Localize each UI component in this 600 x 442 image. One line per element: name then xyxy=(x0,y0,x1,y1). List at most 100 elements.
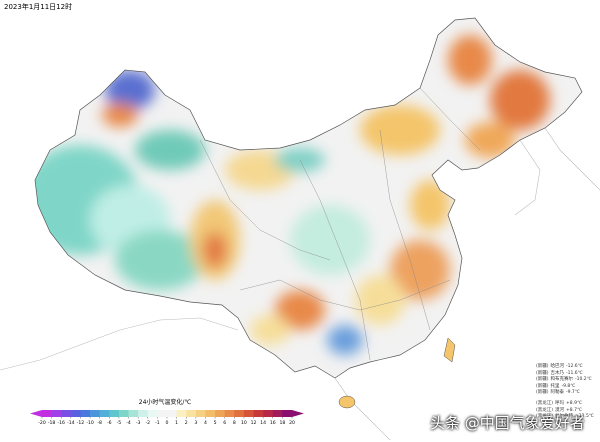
station-row: (新疆) 哈巴河 -12.6℃ xyxy=(536,364,596,371)
colorbar-tick-label: 20 xyxy=(289,420,295,426)
colorbar-segment xyxy=(157,410,168,417)
colorbar-segment xyxy=(215,410,225,417)
colorbar-tick-label: 8 xyxy=(233,420,236,426)
station-name: 漠河 xyxy=(555,407,565,413)
colorbar-tick-label: -4 xyxy=(126,420,131,426)
station-region: (黑龙江) xyxy=(536,414,554,420)
colorbar: -20 -18 -16 -14 -12 -10 -8 -6 -5 -4 -3 -2 -1 0 1 2 3 4 5 6 8… xyxy=(30,410,304,426)
colorbar-segment xyxy=(90,410,100,417)
station-row: (黑龙江) 漠河 +8.7℃ xyxy=(536,408,596,415)
station-row: (黑龙江) 呼玛 +8.9℃ xyxy=(536,401,596,408)
colorbar-segment xyxy=(138,410,149,417)
station-list: (新疆) 哈巴河 -12.6℃ (新疆) 吉木乃 -11.6℃ (新疆) 和布克赛尔 -10.2… xyxy=(536,364,596,425)
station-value: -11.6℃ xyxy=(566,370,583,376)
colorbar-segment xyxy=(243,410,254,417)
station-region: (新疆) xyxy=(536,364,549,369)
station-row: (新疆) 吉木乃 -11.6℃ xyxy=(536,371,596,378)
colorbar-arrow xyxy=(292,410,304,417)
colorbar-segment xyxy=(195,410,206,417)
colorbar-tick-label: -10 xyxy=(86,420,94,426)
colorbar-tick-label: -3 xyxy=(136,420,141,426)
station-row: (新疆) 阿勒泰 -9.7℃ xyxy=(536,390,596,397)
station-value: +8.7℃ xyxy=(566,407,582,413)
map-title: 2023年1月11日12时 xyxy=(4,3,73,11)
colorbar-tick-label: 0 xyxy=(166,420,169,426)
station-name: 阿勒泰 xyxy=(550,390,565,396)
watermark: 头条 @中国气象爱好者 xyxy=(430,414,585,432)
station-region: (黑龙江) xyxy=(536,400,554,406)
station-region: (新疆) xyxy=(536,377,549,383)
colorbar-tick-label: -2 xyxy=(145,420,150,426)
station-row: (新疆) 和布克赛尔 -10.2℃ xyxy=(536,377,596,384)
colorbar-segment xyxy=(80,410,91,417)
station-value: +12.5℃ xyxy=(575,414,594,420)
colorbar-segment xyxy=(253,410,264,417)
colorbar-tick-label: 6 xyxy=(223,420,226,426)
neighbor-outlines xyxy=(0,127,600,441)
colorbar-segment xyxy=(263,410,274,417)
colorbar-tick-label: -20 xyxy=(38,420,46,426)
colorbar-segment xyxy=(70,410,81,417)
station-region: (新疆) xyxy=(536,383,549,389)
station-region: (新疆) xyxy=(536,370,549,376)
colorbar-tick-label: 2 xyxy=(185,420,188,426)
station-name: 托里 xyxy=(550,383,560,389)
station-value: -12.6℃ xyxy=(566,364,583,369)
colorbar-segment xyxy=(42,410,52,417)
colorbar-tick-label: 5 xyxy=(214,420,217,426)
colorbar-tick-label: 18 xyxy=(279,420,285,426)
colorbar-segment xyxy=(205,410,216,417)
colorbar-segment xyxy=(234,410,245,417)
country-border xyxy=(34,17,583,379)
colorbar-tick-label: -18 xyxy=(48,420,56,426)
colorbar-segment xyxy=(186,410,197,417)
taiwan xyxy=(443,337,456,363)
colorbar-segment xyxy=(147,410,158,417)
colorbar-segment xyxy=(176,410,187,417)
station-value: -10.2℃ xyxy=(575,377,592,383)
colorbar-segment xyxy=(282,410,293,417)
station-group: (黑龙江) 呼玛 +8.9℃ (黑龙江) 漠河 +8.7℃ (黑龙江) 杜尔伯特 +12.5℃ xyxy=(536,401,596,421)
station-value: -9.7℃ xyxy=(566,390,580,396)
station-name: 和布克赛尔 xyxy=(550,377,574,383)
colorbar-segment xyxy=(167,410,177,417)
hainan xyxy=(338,395,356,409)
colorbar-tick-label: 4 xyxy=(204,420,207,426)
colorbar-tick-label: -16 xyxy=(57,420,65,426)
station-row: (黑龙江) 杜尔伯特 +12.5℃ xyxy=(536,414,596,421)
colorbar-tick-label: -12 xyxy=(77,420,85,426)
colorbar-tick-label: 1 xyxy=(175,420,178,426)
colorbar-segment xyxy=(224,410,235,417)
station-region: (新疆) xyxy=(536,390,549,396)
colorbar-tick-label: 3 xyxy=(194,420,197,426)
station-name: 杜尔伯特 xyxy=(555,414,574,420)
colorbar-tick-label: 14 xyxy=(260,420,266,426)
colorbar-segment xyxy=(61,410,72,417)
station-name: 哈巴河 xyxy=(550,364,565,369)
colorbar-segment xyxy=(118,410,129,417)
colorbar-segment xyxy=(109,410,120,417)
colorbar-arrow xyxy=(30,410,42,417)
colorbar-tick-label: -6 xyxy=(107,420,112,426)
station-name: 吉木乃 xyxy=(550,370,565,376)
station-region: (黑龙江) xyxy=(536,407,554,413)
station-row: (新疆) 托里 -9.8℃ xyxy=(536,384,596,391)
colorbar-segment xyxy=(272,410,283,417)
station-value: -9.8℃ xyxy=(561,383,576,389)
colorbar-tick-label: -5 xyxy=(117,420,122,426)
colorbar-tick-label: 16 xyxy=(270,420,276,426)
colorbar-segment xyxy=(128,410,139,417)
colorbar-tick-label: 12 xyxy=(251,420,257,426)
colorbar-tick-label: -14 xyxy=(67,420,75,426)
colorbar-segment xyxy=(99,410,110,417)
colorbar-title: 24小时气温变化/℃ xyxy=(139,398,192,406)
colorbar-tick-label: -1 xyxy=(155,420,160,426)
colorbar-tick-label: -8 xyxy=(97,420,102,426)
station-group: (新疆) 哈巴河 -12.6℃ (新疆) 吉木乃 -11.6℃ (新疆) 和布克赛尔 -10.2… xyxy=(536,364,596,397)
colorbar-segment xyxy=(51,410,62,417)
colorbar-tick-label: 10 xyxy=(241,420,247,426)
station-name: 呼玛 xyxy=(555,400,565,406)
